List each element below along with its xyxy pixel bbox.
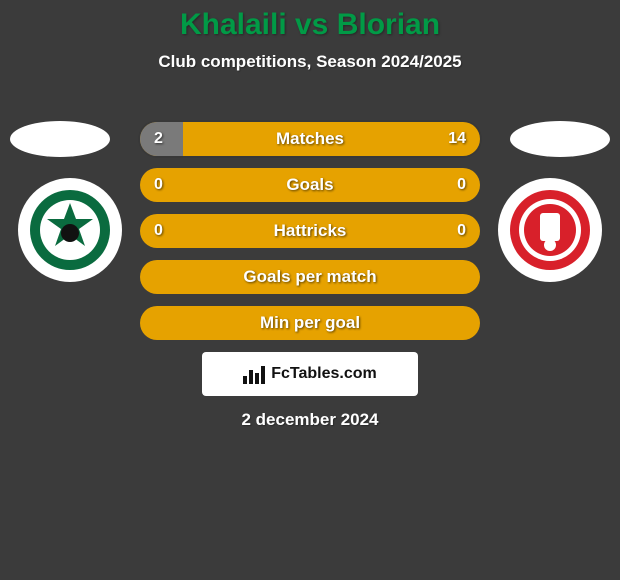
left-player-ellipse <box>10 121 110 157</box>
left-club-badge <box>18 178 122 282</box>
stat-value-right: 14 <box>448 122 466 156</box>
stat-bar-label: Matches <box>140 122 480 156</box>
shield-icon <box>29 189 111 271</box>
comparison-card: Khalaili vs Blorian Club competitions, S… <box>0 0 620 580</box>
stat-bar: Goals0 0 <box>140 168 480 202</box>
right-player-ellipse <box>510 121 610 157</box>
stat-bar-label: Min per goal <box>140 306 480 340</box>
brand-box: FcTables.com <box>202 352 418 396</box>
stat-bar-label: Hattricks <box>140 214 480 248</box>
stat-value-right: 0 <box>457 168 466 202</box>
comparison-bars: Matches214Goals00Hattricks00Goals per ma… <box>140 122 480 352</box>
left-club-badge-inner <box>29 189 111 271</box>
stat-value-left: 0 <box>154 168 163 202</box>
stat-bar: Min per goal <box>140 306 480 340</box>
stat-bar: Hattricks0 0 <box>140 214 480 248</box>
date-text: 2 december 2024 <box>0 410 620 430</box>
page-title: Khalaili vs Blorian <box>0 0 620 42</box>
right-club-badge-inner <box>509 189 591 271</box>
brand-text: FcTables.com <box>271 365 377 383</box>
right-club-badge <box>498 178 602 282</box>
stat-value-left: 2 <box>154 122 163 156</box>
shield-icon <box>509 189 591 271</box>
stat-bar-label: Goals <box>140 168 480 202</box>
subtitle: Club competitions, Season 2024/2025 <box>0 52 620 72</box>
stat-value-right: 0 <box>457 214 466 248</box>
stat-value-left: 0 <box>154 214 163 248</box>
stat-bar: Goals per match <box>140 260 480 294</box>
stat-bar-label: Goals per match <box>140 260 480 294</box>
stat-bar: Matches2 14 <box>140 122 480 156</box>
bar-chart-icon <box>243 364 265 384</box>
